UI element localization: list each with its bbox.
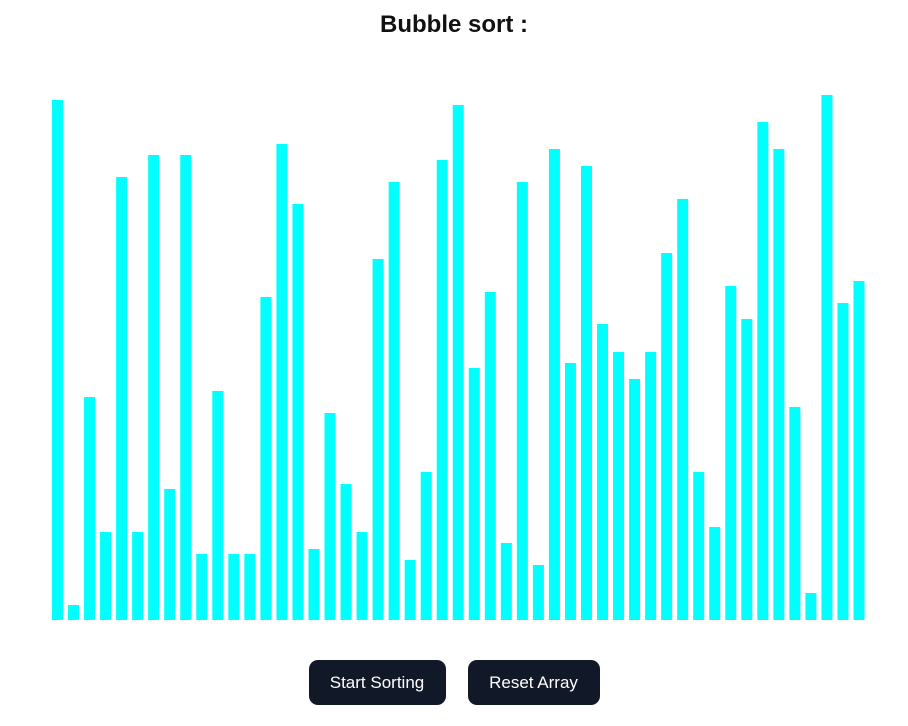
array-bar [725,286,737,620]
array-bar [741,319,753,620]
array-bar [597,324,609,620]
array-bar [821,95,833,620]
array-bar [837,303,849,620]
array-bar [164,489,176,620]
array-bar [564,363,576,620]
array-bar [340,484,352,620]
array-bar [148,155,160,620]
array-bar [484,292,496,620]
array-bar [853,281,865,620]
array-bar [404,560,416,620]
array-bar [532,565,544,620]
array-bar [196,554,208,620]
array-bar [452,105,464,620]
array-bar [116,177,128,620]
array-bar [580,166,592,620]
array-bar [693,472,705,620]
array-bar [244,554,256,620]
array-bar [356,532,368,620]
array-bar [212,391,224,620]
array-bar [677,199,689,620]
array-bar [757,122,769,620]
array-bar [100,532,112,620]
array-bar [292,204,304,620]
array-bar [789,407,801,620]
array-bar [260,297,272,620]
array-bar [372,259,384,620]
array-bar [132,532,144,620]
array-bar [436,160,448,620]
array-bar [84,397,96,620]
array-bar [548,149,560,620]
array-bar [613,352,625,620]
array-bar [805,593,817,620]
start-sorting-button[interactable]: Start Sorting [308,660,446,705]
array-bar [52,100,63,620]
array-bar [516,182,528,620]
array-bar [709,527,721,620]
array-bar [180,155,192,620]
array-bar [773,149,785,620]
array-bar [420,472,432,620]
array-bar [228,554,240,620]
array-bar [468,368,480,620]
array-bar [629,379,641,620]
array-bar [661,253,673,620]
page-title: Bubble sort : [380,11,528,38]
array-bar [324,413,336,620]
array-bar [308,549,320,620]
controls: Start Sorting Reset Array [0,660,908,705]
array-bar [68,605,80,620]
array-bar [500,543,512,620]
array-bar [645,352,657,620]
array-bar [276,144,288,620]
reset-array-button[interactable]: Reset Array [467,660,600,705]
array-bar [388,182,400,620]
